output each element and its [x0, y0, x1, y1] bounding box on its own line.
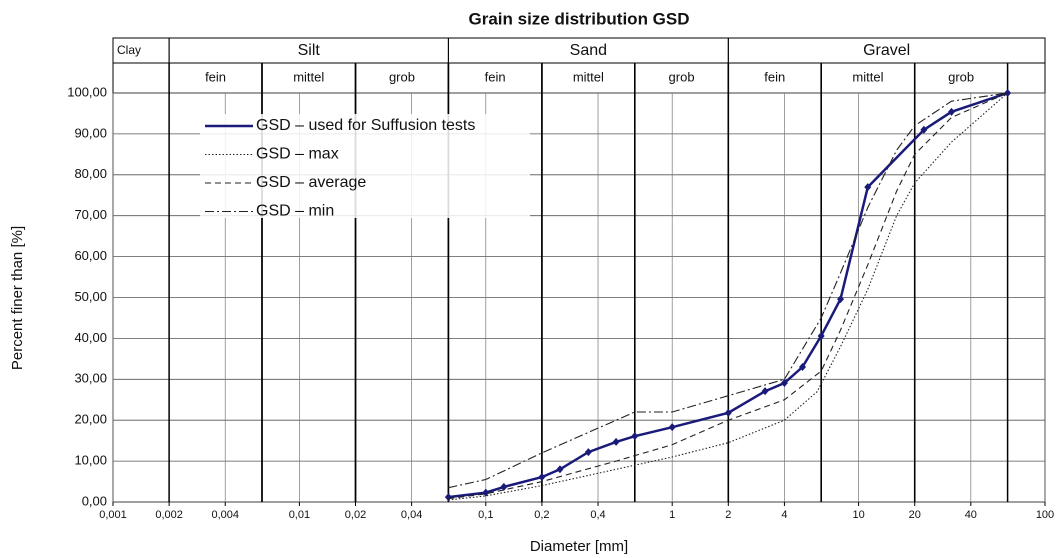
x-tick-label: 0,04	[401, 509, 422, 521]
subclass-label: fein	[764, 69, 785, 84]
data-point	[864, 183, 872, 192]
y-tick-label: 50,00	[74, 289, 107, 304]
data-point	[556, 465, 564, 474]
data-point	[780, 378, 788, 387]
legend-label: GSD – average	[256, 174, 366, 191]
data-point	[837, 295, 845, 304]
y-tick-label: 80,00	[74, 166, 107, 181]
data-point	[920, 125, 928, 134]
x-tick-label: 2	[725, 509, 731, 521]
data-point	[444, 493, 452, 502]
x-tick-label: 10	[852, 509, 864, 521]
series-line	[448, 92, 1008, 500]
subclass-label: grob	[389, 69, 415, 84]
data-point	[631, 432, 639, 441]
x-tick-label: 1	[669, 509, 675, 521]
x-tick-label: 0,4	[590, 509, 605, 521]
class-label: Silt	[298, 42, 321, 59]
x-tick-label: 0,2	[534, 509, 549, 521]
series-line	[448, 92, 1008, 501]
legend-label: GSD – max	[256, 146, 339, 163]
y-tick-label: 40,00	[74, 330, 107, 345]
x-tick-label: 0,004	[211, 509, 239, 521]
y-tick-label: 10,00	[74, 453, 107, 468]
subclass-label: grob	[669, 69, 695, 84]
legend-label: GSD – min	[256, 203, 334, 220]
data-point	[668, 423, 676, 432]
x-tick-label: 20	[909, 509, 921, 521]
subclass-label: fein	[485, 69, 506, 84]
data-point	[482, 488, 490, 497]
data-point	[538, 473, 546, 482]
subclass-label: mittel	[573, 69, 604, 84]
x-tick-label: 100	[1036, 509, 1054, 521]
y-tick-label: 60,00	[74, 248, 107, 263]
data-point	[947, 107, 955, 116]
data-point	[584, 448, 592, 457]
data-point	[798, 363, 806, 372]
class-label: Clay	[117, 43, 141, 57]
y-tick-label: 70,00	[74, 207, 107, 222]
x-tick-label: 0,01	[289, 509, 310, 521]
x-tick-label: 0,002	[155, 509, 183, 521]
legend-label: GSD – used for Suffusion tests	[256, 117, 475, 134]
data-point	[724, 408, 732, 417]
y-tick-label: 30,00	[74, 371, 107, 386]
subclass-label: grob	[948, 69, 974, 84]
x-tick-label: 4	[781, 509, 787, 521]
subclass-label: mittel	[293, 69, 324, 84]
x-tick-label: 0,1	[478, 509, 493, 521]
data-point	[500, 482, 508, 491]
header-box	[112, 37, 1046, 94]
y-tick-label: 100,00	[67, 84, 107, 99]
series-line	[448, 92, 1008, 489]
y-tick-label: 90,00	[74, 125, 107, 140]
data-point	[761, 387, 769, 396]
x-axis-title: Diameter [mm]	[530, 538, 628, 555]
y-tick-label: 20,00	[74, 412, 107, 427]
legend-box	[200, 114, 530, 218]
class-label: Sand	[570, 42, 607, 59]
subclass-label: mittel	[852, 69, 883, 84]
x-tick-label: 0,02	[345, 509, 366, 521]
x-tick-label: 40	[965, 509, 977, 521]
class-label: Gravel	[863, 42, 910, 59]
y-axis-title: Percent finer than [%]	[9, 226, 26, 370]
subclass-label: fein	[205, 69, 226, 84]
x-tick-label: 0,001	[99, 509, 127, 521]
data-point	[612, 437, 620, 446]
chart-title: Grain size distribution GSD	[468, 9, 689, 28]
data-point	[817, 331, 825, 340]
y-tick-label: 0,00	[82, 493, 107, 508]
